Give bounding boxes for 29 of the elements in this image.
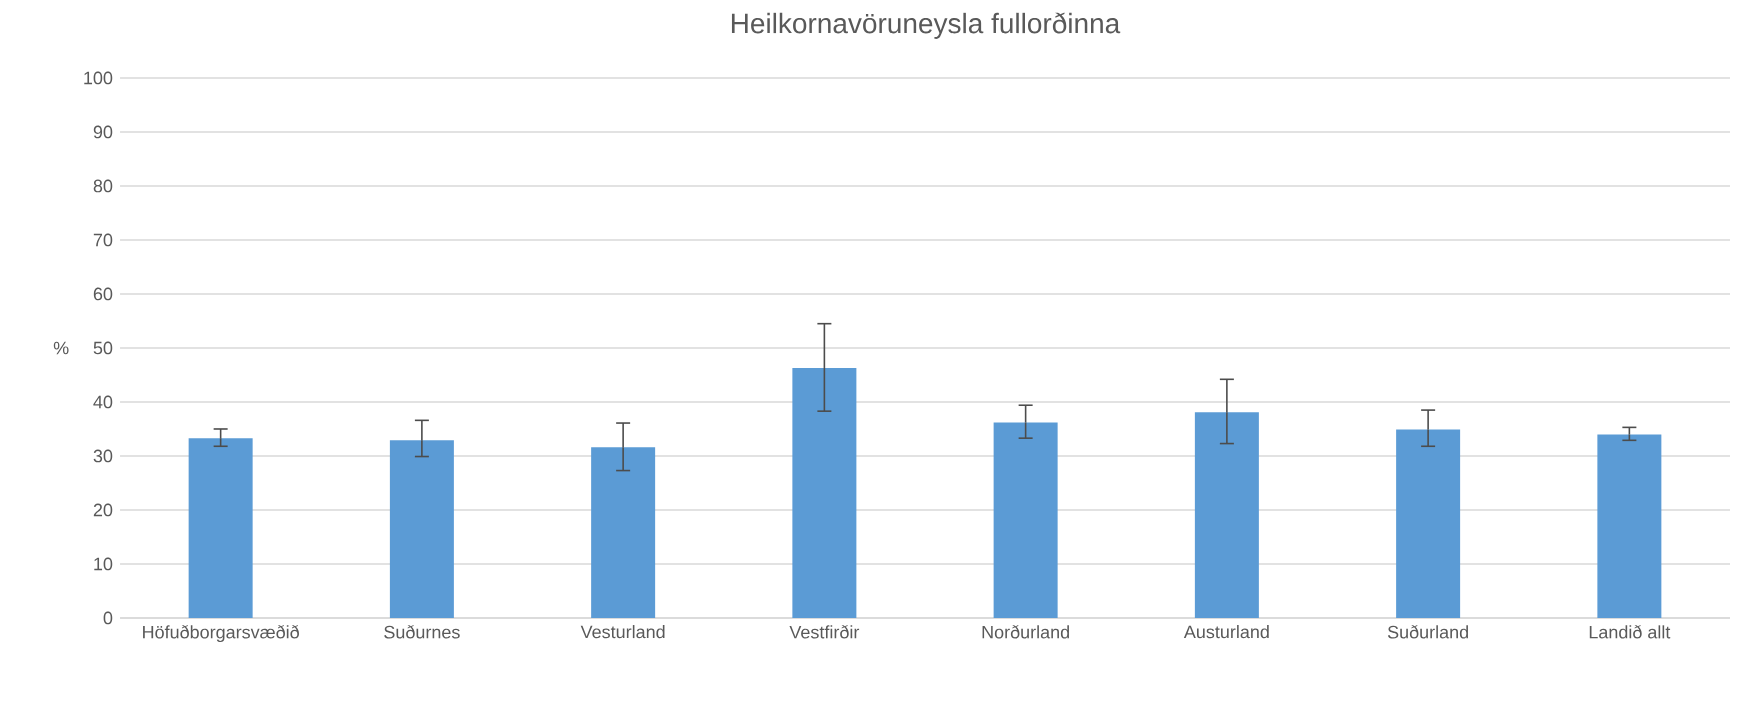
bar — [591, 447, 656, 618]
x-tick-label: Suðurland — [1387, 625, 1468, 639]
x-tick-label: Norðurland — [982, 625, 1069, 639]
y-tick-label: 90 — [93, 125, 113, 139]
bar — [1194, 412, 1259, 618]
x-tick-label: Landið allt — [1589, 625, 1671, 639]
y-tick-label: 50 — [93, 341, 113, 355]
y-tick-label: 60 — [93, 287, 113, 301]
y-tick-label: 10 — [94, 557, 113, 571]
x-tick-label: Vesturland — [580, 625, 665, 639]
x-tick-label: Austurland — [1183, 625, 1269, 639]
x-tick-label: Suðurnes — [384, 625, 460, 639]
x-tick-label: Vestfirðir — [789, 625, 860, 639]
bar — [1396, 429, 1461, 618]
y-axis-title: % — [53, 341, 69, 355]
bar — [389, 440, 454, 618]
bar — [792, 367, 857, 618]
bar — [993, 422, 1058, 618]
y-tick-label: 100 — [84, 71, 113, 85]
y-tick-label: 20 — [93, 503, 113, 517]
y-tick-label: 70 — [93, 233, 113, 247]
y-tick-label: 40 — [93, 395, 113, 409]
x-tick-label: Höfuðborgarsvæðið — [143, 625, 299, 643]
y-tick-label: 0 — [103, 611, 113, 625]
chart-title: Heilkornavöruneysla fullorðinna — [731, 12, 1121, 39]
y-tick-label: 80 — [93, 179, 113, 193]
bar — [188, 438, 253, 618]
y-tick-label: 30 — [93, 449, 113, 463]
bar — [1597, 434, 1662, 618]
